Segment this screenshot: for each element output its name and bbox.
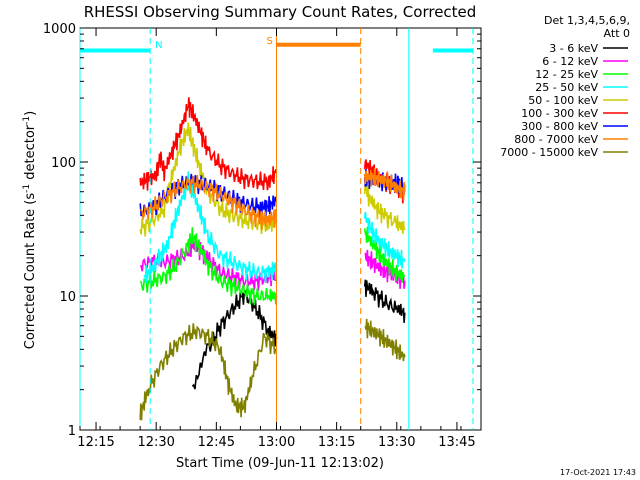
y-tick-label: 100 <box>51 156 76 171</box>
legend-item-label: 800 - 7000 keV <box>514 133 598 146</box>
series-line <box>143 171 278 284</box>
series-line <box>363 167 406 201</box>
legend-item-label: 6 - 12 keV <box>542 55 598 68</box>
x-tick-label: 13:00 <box>258 435 295 450</box>
x-axis-label: Start Time (09-Jun-11 12:13:02) <box>176 456 384 471</box>
timestamp: 17-Oct-2021 17:43 <box>560 468 636 477</box>
x-tick-label: 12:15 <box>77 435 114 450</box>
legend-item-label: 100 - 300 keV <box>521 107 598 120</box>
series-line <box>363 177 406 234</box>
x-tick-label: 13:30 <box>378 435 415 450</box>
y-axis-label: Corrected Count Rate (s-1 detector-1) <box>22 111 38 349</box>
legend-item-label: 3 - 6 keV <box>549 42 598 55</box>
series-line <box>139 97 278 191</box>
series-line <box>139 174 278 231</box>
y-tick-label: 10 <box>59 290 76 305</box>
series-line <box>363 279 406 323</box>
x-tick-label: 13:15 <box>318 435 355 450</box>
night-marker-label: N <box>155 40 162 51</box>
plot-frame <box>79 27 482 431</box>
saa-marker-label: S <box>266 36 272 47</box>
chart-title: RHESSI Observing Summary Count Rates, Co… <box>84 3 477 21</box>
series-line <box>139 323 277 421</box>
x-tick-label: 12:45 <box>198 435 235 450</box>
legend-item-label: 7000 - 15000 keV <box>500 146 598 159</box>
x-tick-label: 12:30 <box>137 435 174 450</box>
series-line <box>139 240 278 292</box>
series-line <box>139 227 278 306</box>
legend-title-1: Det 1,3,4,5,6,9, <box>544 14 630 27</box>
legend-item-label: 50 - 100 keV <box>528 94 598 107</box>
legend-item-label: 25 - 50 keV <box>535 81 598 94</box>
series-line <box>364 318 406 362</box>
series-line <box>363 211 406 269</box>
y-tick-label: 1000 <box>43 22 76 37</box>
series-line <box>191 287 278 390</box>
y-tick-label: 1 <box>68 424 76 439</box>
x-tick-label: 13:45 <box>438 435 475 450</box>
legend-item-label: 300 - 800 keV <box>521 120 598 133</box>
legend-title-2: Att 0 <box>604 27 630 40</box>
legend-item-label: 12 - 25 keV <box>535 68 598 81</box>
series-line <box>363 226 406 283</box>
